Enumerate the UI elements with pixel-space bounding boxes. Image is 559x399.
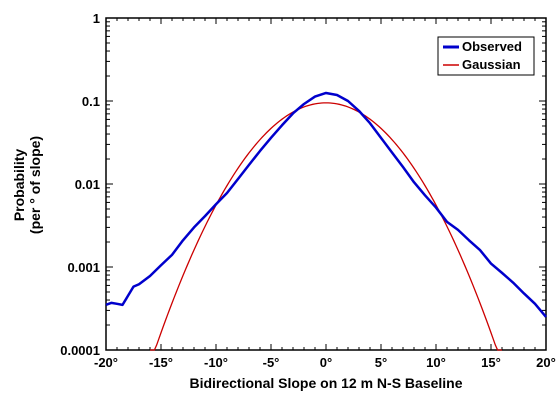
y-axis-title-line1: Probability [11,149,27,222]
x-tick-label: -15° [149,355,173,370]
x-axis-title: Bidirectional Slope on 12 m N-S Baseline [189,375,462,391]
x-tick-label: 20° [536,355,556,370]
y-tick-label: 0.01 [75,177,100,192]
x-tick-label: 0° [320,355,332,370]
legend-box [437,36,535,76]
y-tick-label: 1 [93,11,100,26]
x-tick-label: -10° [204,355,228,370]
x-tick-label: -20° [94,355,118,370]
series-layer [105,91,547,351]
x-tick-label: 10° [426,355,446,370]
y-tick-label: 0.0001 [60,343,100,358]
series-line-gaussian [150,102,502,351]
legend: Observed Gaussian [437,36,535,76]
y-axis: 0.0001 0.001 0.01 0.1 1 [60,11,546,358]
x-tick-label: 5° [375,355,387,370]
y-tick-label: 0.1 [82,94,100,109]
x-tick-label: 15° [481,355,501,370]
x-axis: -20° -15° -10° -5° 0° 5° 10° 15° 20° [94,18,556,370]
y-tick-label: 0.001 [67,260,100,275]
legend-label-gaussian: Gaussian [462,57,521,72]
series-line-observed [105,91,547,318]
x-tick-label: -5° [263,355,280,370]
legend-label-observed: Observed [462,39,522,54]
y-axis-title-line2: (per ° of slope) [27,136,43,234]
